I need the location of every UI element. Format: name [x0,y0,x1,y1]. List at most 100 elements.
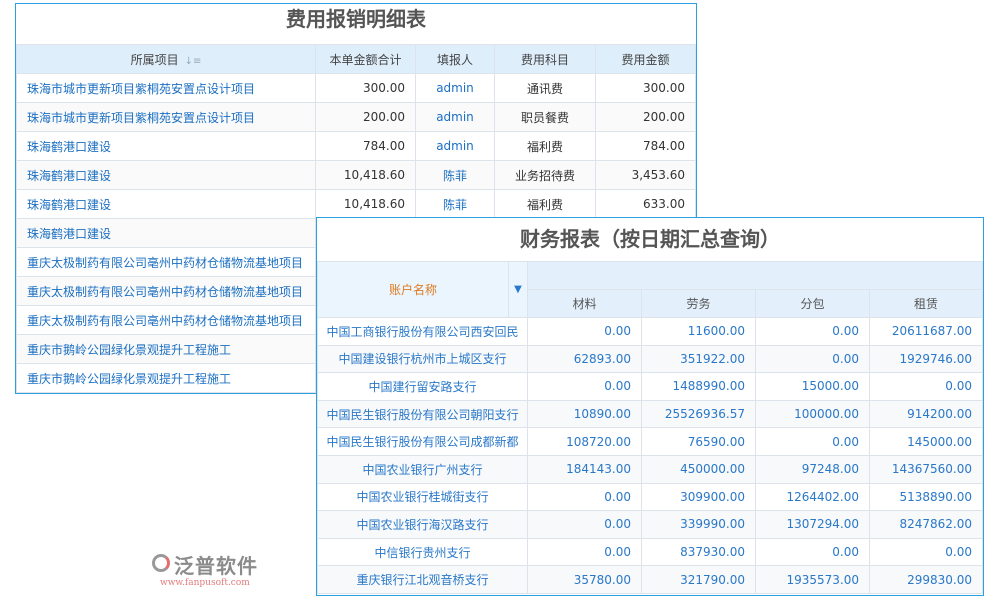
cell-rental: 0.00 [869,372,983,401]
cell-account[interactable]: 中国农业银行海汉路支行 [317,510,528,539]
cell-total: 10,418.60 [315,189,416,219]
cell-account[interactable]: 中国农业银行广州支行 [317,454,528,484]
col-project[interactable]: 所属项目 ↓≡ [16,44,316,74]
cell-subcontract: 1307294.00 [755,510,870,539]
cell-account[interactable]: 中国建设银行杭州市上城区支行 [317,344,528,374]
finance-panel: 财务报表（按日期汇总查询） 账户名称 ▼ 材料 劳务 分包 租赁 中国工商银行股… [316,217,984,596]
watermark-name: 泛普软件 [174,554,258,578]
col-account[interactable]: 账户名称 [317,261,509,318]
cell-project[interactable]: 珠海鹤港口建设 [16,131,316,161]
cell-amount: 200.00 [595,102,696,132]
cell-project[interactable]: 重庆市鹅岭公园绿化景观提升工程施工 [16,363,316,393]
expense-title: 费用报销明细表 [286,7,426,31]
cell-total: 300.00 [315,73,416,103]
col-reporter[interactable]: 填报人 [415,44,495,74]
col-total[interactable]: 本单金额合计 [315,44,416,74]
cell-rental: 5138890.00 [869,482,983,512]
col-project-label: 所属项目 [130,52,179,67]
table-row: 珠海鹤港口建设 10,418.60 陈菲 福利费 633.00 [16,189,696,219]
table-row: 中信银行贵州支行 0.00 837930.00 0.00 0.00 [317,537,983,567]
cell-project[interactable]: 珠海鹤港口建设 [16,218,316,248]
finance-table: 账户名称 ▼ 材料 劳务 分包 租赁 中国工商银行股份有限公司西安回民 0.00 1… [317,261,983,594]
cell-rental: 299830.00 [869,565,983,594]
cell-rental: 0.00 [869,537,983,567]
cell-project[interactable]: 重庆太极制药有限公司亳州中药材仓储物流基地项目 [16,247,316,277]
cell-project[interactable]: 重庆市鹅岭公园绿化景观提升工程施工 [16,334,316,364]
table-row: 重庆银行江北观音桥支行 35780.00 321790.00 1935573.00 29… [317,565,983,594]
cell-amount: 633.00 [595,189,696,219]
cell-material: 62893.00 [527,344,642,374]
cell-project[interactable]: 珠海鹤港口建设 [16,189,316,219]
sort-icon[interactable]: ↓≡ [184,55,202,67]
table-row: 珠海鹤港口建设 10,418.60 陈菲 业务招待费 3,453.60 [16,160,696,190]
cell-labor: 450000.00 [641,454,756,484]
cell-subject: 福利费 [494,131,596,161]
col-subject[interactable]: 费用科目 [494,44,596,74]
cell-subcontract: 0.00 [755,344,870,374]
cell-project[interactable]: 珠海鹤港口建设 [16,160,316,190]
cell-material: 108720.00 [527,427,642,456]
cell-account[interactable]: 中信银行贵州支行 [317,537,528,567]
table-row: 中国农业银行广州支行 184143.00 450000.00 97248.00 1436… [317,454,983,484]
group-header [527,261,983,290]
cell-subcontract: 15000.00 [755,372,870,401]
table-row: 珠海市城市更新项目紫桐苑安置点设计项目 300.00 admin 通讯费 300.00 [16,73,696,103]
cell-total: 200.00 [315,102,416,132]
cell-subcontract: 1264402.00 [755,482,870,512]
cell-labor: 309900.00 [641,482,756,512]
cell-reporter[interactable]: admin [415,131,495,161]
table-row: 中国民生银行股份有限公司成都新都 108720.00 76590.00 0.00 145… [317,427,983,456]
cell-rental: 14367560.00 [869,454,983,484]
col-material[interactable]: 材料 [527,289,642,318]
cell-subcontract: 97248.00 [755,454,870,484]
col-amount[interactable]: 费用金额 [595,44,696,74]
dropdown-icon[interactable]: ▼ [508,261,528,318]
cell-project[interactable]: 重庆太极制药有限公司亳州中药材仓储物流基地项目 [16,276,316,306]
cell-rental: 8247862.00 [869,510,983,539]
cell-reporter[interactable]: 陈菲 [415,189,495,219]
cell-reporter[interactable]: admin [415,73,495,103]
cell-labor: 25526936.57 [641,399,756,429]
cell-total: 10,418.60 [315,160,416,190]
table-row: 中国农业银行桂城街支行 0.00 309900.00 1264402.00 513889… [317,482,983,512]
cell-labor: 76590.00 [641,427,756,456]
table-row: 中国工商银行股份有限公司西安回民 0.00 11600.00 0.00 20611687… [317,317,983,346]
cell-labor: 339990.00 [641,510,756,539]
cell-account[interactable]: 中国民生银行股份有限公司朝阳支行 [317,399,528,429]
cell-account[interactable]: 中国建行留安路支行 [317,372,528,401]
logo-icon [152,554,170,572]
cell-material: 0.00 [527,372,642,401]
table-row: 中国建设银行杭州市上城区支行 62893.00 351922.00 0.00 19297… [317,344,983,374]
cell-amount: 784.00 [595,131,696,161]
watermark-logo: 泛普软件 www.fanpusoft.com [150,550,290,592]
cell-subject: 业务招待费 [494,160,596,190]
col-rental[interactable]: 租赁 [869,289,983,318]
col-labor[interactable]: 劳务 [641,289,756,318]
cell-subject: 职员餐费 [494,102,596,132]
cell-labor: 837930.00 [641,537,756,567]
cell-subcontract: 1935573.00 [755,565,870,594]
cell-account[interactable]: 中国农业银行桂城街支行 [317,482,528,512]
cell-subcontract: 0.00 [755,427,870,456]
cell-labor: 351922.00 [641,344,756,374]
cell-subject: 通讯费 [494,73,596,103]
cell-reporter[interactable]: 陈菲 [415,160,495,190]
cell-labor: 321790.00 [641,565,756,594]
cell-reporter[interactable]: admin [415,102,495,132]
cell-material: 184143.00 [527,454,642,484]
table-row: 中国建行留安路支行 0.00 1488990.00 15000.00 0.00 [317,372,983,401]
finance-title: 财务报表（按日期汇总查询） [520,227,780,251]
table-row: 珠海鹤港口建设 784.00 admin 福利费 784.00 [16,131,696,161]
cell-rental: 914200.00 [869,399,983,429]
cell-account[interactable]: 中国工商银行股份有限公司西安回民 [317,317,528,346]
col-subcontract[interactable]: 分包 [755,289,870,318]
cell-account[interactable]: 重庆银行江北观音桥支行 [317,565,528,594]
watermark-url: www.fanpusoft.com [160,578,250,588]
cell-amount: 300.00 [595,73,696,103]
cell-project[interactable]: 珠海市城市更新项目紫桐苑安置点设计项目 [16,73,316,103]
cell-subcontract: 100000.00 [755,399,870,429]
cell-account[interactable]: 中国民生银行股份有限公司成都新都 [317,427,528,456]
cell-material: 0.00 [527,482,642,512]
cell-project[interactable]: 重庆太极制药有限公司亳州中药材仓储物流基地项目 [16,305,316,335]
cell-project[interactable]: 珠海市城市更新项目紫桐苑安置点设计项目 [16,102,316,132]
